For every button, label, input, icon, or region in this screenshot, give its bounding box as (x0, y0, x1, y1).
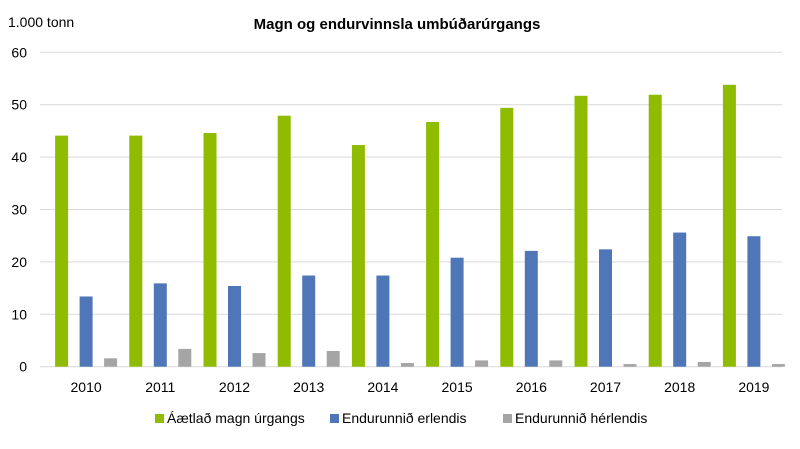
bar-1-2017 (599, 249, 612, 367)
chart-title: Magn og endurvinnsla umbúðarúrgangs (254, 16, 541, 33)
x-tick-label: 2012 (219, 379, 250, 395)
x-tick-label: 2014 (367, 379, 398, 395)
bar-2-2013 (326, 350, 340, 367)
x-tick-label: 2017 (590, 379, 621, 395)
bar-2-2019 (771, 364, 785, 367)
y-tick-label: 60 (11, 44, 27, 60)
bar-2-2012 (252, 353, 266, 367)
bar-0-2016 (500, 107, 514, 367)
bar-1-2014 (376, 275, 390, 367)
bar-1-2012 (228, 286, 241, 367)
bar-2-2015 (475, 360, 489, 367)
bar-1-2015 (450, 257, 464, 367)
bar-1-2013 (302, 275, 316, 367)
legend-label: Áætlað magn úrgangs (167, 410, 305, 426)
bar-0-2017 (574, 95, 588, 367)
x-tick-label: 2016 (516, 379, 547, 395)
bar-0-2019 (722, 84, 736, 367)
y-tick-label: 30 (11, 202, 27, 218)
legend-swatch (155, 414, 164, 423)
bar-0-2011 (129, 135, 143, 367)
bar-0-2013 (277, 115, 291, 367)
y-tick-label: 0 (19, 359, 27, 375)
legend-label: Endurunnið hérlendis (515, 410, 647, 426)
bar-1-2011 (153, 283, 167, 367)
bar-0-2014 (351, 145, 365, 367)
y-tick-label: 10 (11, 306, 27, 322)
x-tick-label: 2011 (145, 379, 175, 395)
x-tick-label: 2019 (738, 379, 769, 395)
bar-0-2015 (426, 121, 440, 367)
y-tick-label: 40 (11, 149, 27, 165)
legend-label: Endurunnið erlendis (342, 410, 467, 426)
bar-1-2019 (747, 236, 761, 367)
x-tick-label: 2015 (442, 379, 473, 395)
y-tick-label: 20 (11, 254, 27, 270)
bar-0-2012 (203, 132, 217, 367)
bar-2-2017 (623, 364, 637, 367)
legend-item: Endurunnið hérlendis (503, 410, 647, 426)
bar-1-2010 (79, 296, 93, 367)
bar-1-2016 (524, 250, 538, 367)
bar-2-2018 (697, 361, 711, 367)
bar-0-2018 (648, 94, 662, 367)
bar-2-2011 (178, 348, 192, 367)
bar-2-2014 (400, 363, 414, 367)
bar-1-2018 (673, 232, 687, 367)
legend-item: Endurunnið erlendis (330, 410, 467, 426)
bar-2-2010 (104, 358, 118, 367)
legend-item: Áætlað magn úrgangs (155, 410, 305, 426)
y-tick-label: 50 (11, 97, 27, 113)
x-tick-label: 2010 (71, 379, 102, 395)
bar-0-2010 (55, 135, 69, 367)
x-tick-label: 2013 (293, 379, 324, 395)
x-tick-label: 2018 (664, 379, 695, 395)
legend-swatch (503, 414, 512, 423)
bar-2-2016 (549, 360, 563, 367)
y-axis-label: 1.000 tonn (8, 14, 74, 30)
legend-swatch (330, 414, 339, 423)
